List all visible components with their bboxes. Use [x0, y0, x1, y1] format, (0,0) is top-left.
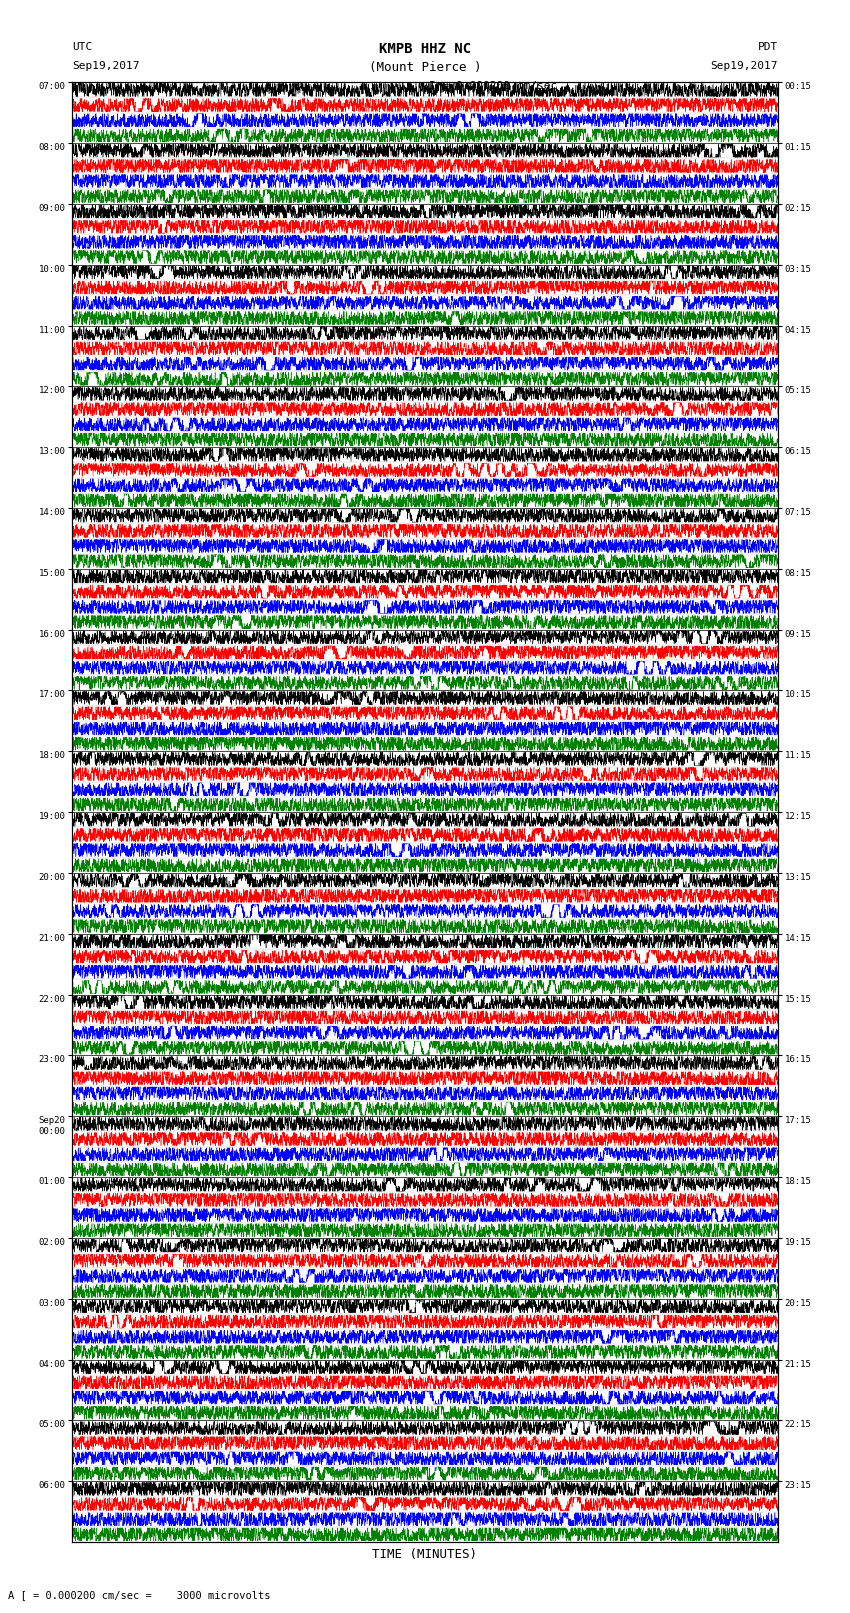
- X-axis label: TIME (MINUTES): TIME (MINUTES): [372, 1547, 478, 1561]
- Text: Sep19,2017: Sep19,2017: [72, 61, 139, 71]
- Text: I = 0.000200 cm/sec: I = 0.000200 cm/sec: [429, 81, 557, 90]
- Text: KMPB HHZ NC: KMPB HHZ NC: [379, 42, 471, 56]
- Text: PDT: PDT: [757, 42, 778, 52]
- Text: (Mount Pierce ): (Mount Pierce ): [369, 61, 481, 74]
- Text: UTC: UTC: [72, 42, 93, 52]
- Text: Sep19,2017: Sep19,2017: [711, 61, 778, 71]
- Text: A [ = 0.000200 cm/sec =    3000 microvolts: A [ = 0.000200 cm/sec = 3000 microvolts: [8, 1590, 271, 1600]
